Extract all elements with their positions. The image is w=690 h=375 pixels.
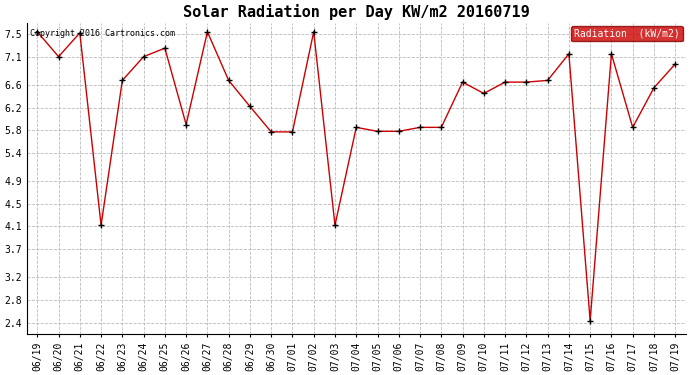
Title: Solar Radiation per Day KW/m2 20160719: Solar Radiation per Day KW/m2 20160719: [183, 4, 530, 20]
Legend: Radiation  (kW/m2): Radiation (kW/m2): [571, 26, 683, 42]
Text: Copyright 2016 Cartronics.com: Copyright 2016 Cartronics.com: [30, 29, 175, 38]
